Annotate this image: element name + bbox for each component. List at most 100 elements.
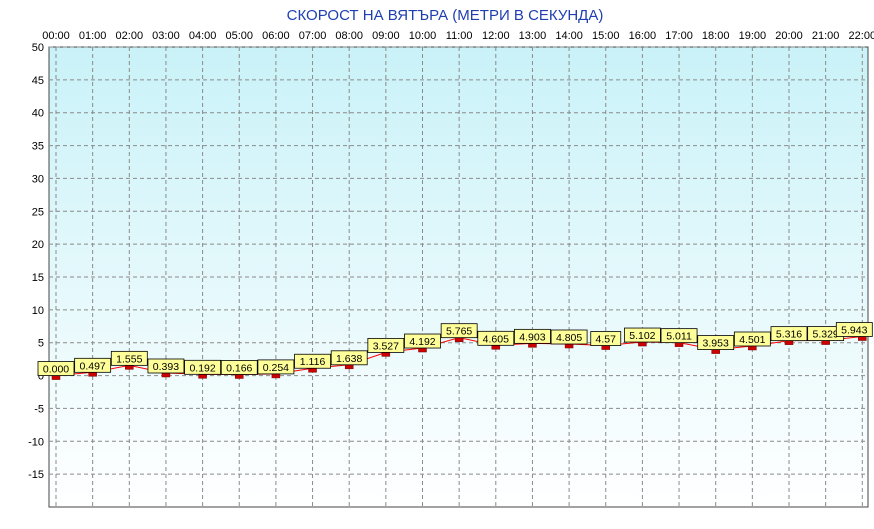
data-label: 0.254 [257,359,295,375]
data-label-box [330,350,368,366]
data-labels: 0.000 0.497 1.555 0.393 0.192 0.166 0.254 1.116… [37,322,873,376]
x-tick-label: 03:00 [152,30,180,42]
y-tick-label: -10 [28,436,44,448]
data-label: 1.555 [110,350,148,366]
y-tick-label: 15 [32,272,44,284]
data-label: 5.011 [660,328,698,344]
x-tick-label: 08:00 [335,30,363,42]
data-label: 0.000 [37,361,75,376]
data-label-box [147,358,185,374]
data-label-text: 4.805 [556,332,582,344]
data-label-box [440,323,478,339]
data-label: 5.765 [440,323,478,339]
data-label-text: 3.527 [373,340,399,352]
data-label-box [220,360,258,375]
x-tick-label: 14:00 [555,30,583,42]
data-label-text: 1.555 [116,353,142,365]
data-label-box [294,353,331,369]
x-tick-label: 17:00 [665,30,693,42]
data-label-box [590,331,622,346]
y-tick-label: 0 [38,371,44,383]
data-label: 0.393 [147,358,185,374]
data-label-text: 4.57 [596,334,617,346]
y-tick-label: 30 [32,173,44,185]
data-label-text: 4.192 [409,336,435,348]
x-tick-label: 09:00 [372,30,400,42]
data-label-box [733,331,771,347]
data-label-text: 3.953 [703,338,729,350]
x-tick-label: 00:00 [42,30,70,42]
data-label-box [257,359,295,375]
data-label: 4.192 [404,333,441,349]
x-tick-label: 15:00 [592,30,620,42]
y-tick-label: 50 [32,42,44,54]
data-markers [51,335,867,380]
data-label-box [184,359,222,375]
data-label-box [550,329,588,345]
data-label: 4.903 [514,328,551,344]
data-label-box [835,322,873,337]
data-label-text: 5.329 [813,329,839,341]
data-label-box [367,337,405,353]
data-label-text: 5.011 [666,331,692,343]
data-label-text: 0.192 [189,362,215,374]
data-label: 4.605 [477,330,515,346]
chart-title: СКОРОСТ НА ВЯТЪРА (МЕТРИ В СЕКУНДА) [287,7,604,24]
y-tick-label: -5 [34,403,44,415]
x-tick-label: 18:00 [702,30,730,42]
data-label-box [37,361,75,376]
data-label-text: 5.102 [629,330,655,342]
data-label: 0.192 [184,359,222,375]
data-label-box [477,330,515,346]
data-label: 5.943 [835,322,873,337]
data-label-box [697,335,735,350]
data-label-text: 0.000 [43,364,69,376]
x-tick-label: 16:00 [629,30,657,42]
data-label-box [514,328,551,344]
y-tick-label: 20 [32,239,44,251]
y-tick-label: 10 [32,305,44,317]
data-label-text: 4.501 [739,334,765,346]
data-label: 5.329 [807,326,845,341]
y-tick-label: -15 [28,469,44,481]
data-label: 3.527 [367,337,405,353]
x-axis-ticks: 00:00 01:00 02:00 03:00 04:00 05:00 06:00 07:00… [42,30,874,42]
x-tick-label: 20:00 [775,30,803,42]
data-label-box [624,327,661,343]
data-label: 5.316 [770,326,808,342]
x-tick-label: 22:00 [849,30,874,42]
data-label: 4.805 [550,329,588,345]
data-label-text: 0.254 [263,362,289,374]
data-label: 3.953 [697,335,735,350]
x-tick-label: 05:00 [225,30,253,42]
data-label-text: 5.943 [841,325,867,337]
data-label-text: 5.316 [776,329,802,341]
data-label-text: 5.765 [446,326,472,338]
data-label-text: 0.166 [226,362,252,374]
x-tick-label: 13:00 [519,30,547,42]
data-label-box [770,326,808,342]
grid-lines [49,46,868,507]
data-label-text: 0.393 [153,361,179,373]
x-tick-label: 11:00 [446,30,473,42]
x-tick-label: 01:00 [79,30,107,42]
data-label: 4.501 [733,331,771,347]
x-tick-label: 07:00 [299,30,327,42]
x-tick-label: 06:00 [262,30,290,42]
x-tick-label: 02:00 [116,30,144,42]
x-tick-label: 10:00 [409,30,437,42]
y-tick-label: 5 [38,338,44,350]
y-tick-label: 35 [32,141,44,153]
data-label-text: 1.116 [300,356,326,368]
x-tick-label: 19:00 [739,30,767,42]
data-label-text: 0.497 [80,360,106,372]
x-tick-label: 21:00 [812,30,840,42]
data-label-text: 1.638 [336,353,362,365]
data-label: 4.57 [590,331,622,346]
y-tick-label: 40 [32,108,44,120]
data-label-text: 4.605 [483,333,509,345]
data-label-box [110,350,148,366]
